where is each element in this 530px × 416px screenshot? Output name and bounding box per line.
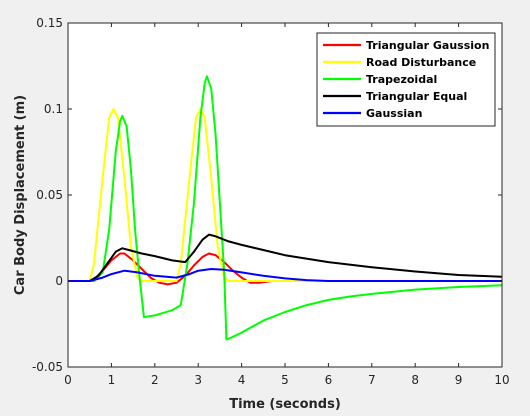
- x-axis-title: Time (seconds): [229, 397, 341, 411]
- x-tick-label: 1: [108, 373, 116, 387]
- legend-label: Triangular Equal: [366, 90, 467, 103]
- y-tick-label: -0.05: [32, 360, 63, 374]
- x-tick-label: 0: [64, 373, 72, 387]
- legend: Triangular Gaussion Road Disturbance Trape…: [316, 32, 496, 127]
- legend-label: Gaussian: [366, 107, 422, 120]
- y-axis-title: Car Body Displacement (m): [13, 95, 28, 295]
- x-tick-label: 4: [238, 373, 246, 387]
- x-tick-label: 6: [325, 373, 333, 387]
- x-tick-label: 5: [281, 373, 289, 387]
- series-layer: [68, 75, 502, 341]
- y-tick-label: 0.15: [36, 16, 63, 30]
- y-axis: -0.05 0 0.05 0.1 0.15: [32, 16, 502, 374]
- x-axis: 0 1 2 3 4 5 6 7 8 9 10: [64, 23, 510, 387]
- y-tick-label: 0.05: [36, 188, 63, 202]
- x-tick-label: 2: [151, 373, 159, 387]
- legend-label: Road Disturbance: [366, 56, 476, 69]
- series-line-2: [68, 108, 502, 282]
- x-tick-label: 8: [411, 373, 419, 387]
- y-tick-label: 0: [55, 274, 63, 288]
- x-tick-label: 7: [368, 373, 376, 387]
- series-line-3: [68, 75, 502, 341]
- y-tick-label: 0.1: [44, 102, 63, 116]
- legend-label: Triangular Gaussion: [366, 39, 489, 52]
- x-tick-label: 10: [494, 373, 509, 387]
- legend-label: Trapezoidal: [366, 73, 437, 86]
- series-line-5: [68, 268, 502, 282]
- series-line-4: [68, 233, 502, 282]
- x-tick-label: 9: [455, 373, 463, 387]
- x-tick-label: 3: [194, 373, 202, 387]
